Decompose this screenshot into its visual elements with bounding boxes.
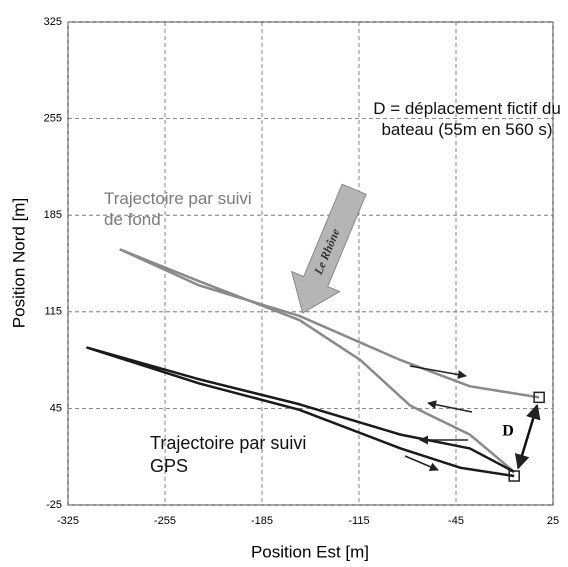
x-tick-label: 25 [547, 515, 559, 527]
series-label: Trajectoire par suivi de fond [104, 189, 252, 230]
direction-arrow [409, 365, 467, 380]
direction-arrow [427, 400, 473, 413]
y-tick-label: 255 [44, 113, 62, 125]
y-axis-label: Position Nord [m] [9, 198, 28, 328]
y-tick-label: 325 [44, 16, 62, 28]
end-marker [508, 470, 520, 482]
x-tick-label: -115 [348, 515, 369, 527]
x-tick-label: -45 [448, 515, 464, 527]
y-tick-label: -25 [46, 499, 62, 511]
annotation: D [502, 423, 514, 440]
x-axis-label: Position Est [m] [251, 542, 369, 561]
end-marker [533, 391, 545, 404]
x-tick-label: -325 [57, 515, 79, 527]
x-tick-label: -185 [251, 515, 273, 527]
series-label: Trajectoire par suivi GPS [150, 433, 307, 476]
direction-arrow [404, 455, 439, 471]
current-arrow: Le Rhône [290, 183, 367, 314]
current-arrow-shape [290, 183, 367, 314]
y-tick-label: 45 [50, 402, 62, 414]
annotation: D = déplacement fictif du bateau (55m en… [373, 99, 561, 140]
x-tick-label: -255 [154, 515, 176, 527]
trajectory-line [119, 248, 540, 473]
y-tick-label: 185 [44, 209, 62, 221]
y-tick-label: 115 [44, 306, 62, 318]
displacement-arrow [514, 403, 541, 470]
